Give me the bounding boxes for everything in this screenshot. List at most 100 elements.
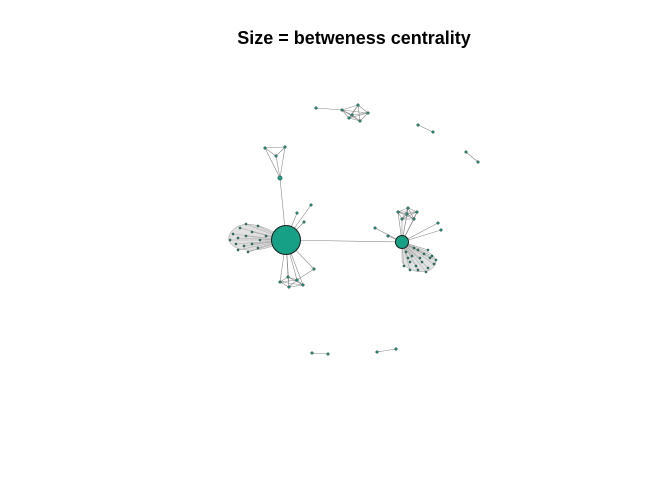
graph-node — [244, 234, 248, 238]
graph-node — [366, 111, 370, 115]
edge — [264, 146, 286, 149]
edge — [417, 124, 434, 133]
graph-node — [412, 246, 416, 250]
graph-node — [439, 228, 443, 232]
graph-node — [234, 242, 238, 246]
graph-node — [264, 234, 268, 238]
edge — [406, 211, 418, 215]
graph-node — [404, 250, 408, 254]
graph-node — [464, 150, 468, 154]
graph-node — [283, 145, 287, 149]
graph-node — [236, 236, 240, 240]
graph-node — [402, 264, 406, 268]
graph-node — [432, 262, 436, 266]
graph-node — [373, 226, 377, 230]
edge — [315, 107, 343, 111]
graph-node — [256, 224, 260, 228]
graph-node — [418, 256, 422, 260]
graph-node — [414, 264, 418, 268]
graph-node — [309, 203, 313, 207]
edge — [275, 155, 281, 179]
edge — [341, 109, 350, 119]
graph-node — [412, 217, 416, 221]
graph-node — [426, 266, 430, 270]
edge — [279, 281, 290, 288]
graph-node — [302, 220, 306, 224]
graph-node — [274, 154, 278, 158]
edge — [279, 281, 304, 286]
graph-node — [408, 260, 412, 264]
graph-node — [312, 267, 316, 271]
graph-node — [238, 226, 242, 230]
graph-node — [428, 256, 432, 260]
graph-node — [314, 106, 318, 110]
graph-node — [406, 206, 410, 210]
graph-node — [286, 275, 290, 279]
graph-node — [295, 211, 299, 215]
graph-node — [244, 222, 248, 226]
edge — [376, 348, 397, 353]
edge — [264, 147, 277, 157]
edge — [288, 284, 304, 288]
edge — [275, 146, 286, 157]
graph-node — [256, 246, 260, 250]
edge — [341, 104, 359, 111]
edge — [288, 279, 298, 288]
edge — [287, 276, 290, 288]
edge — [401, 207, 409, 220]
plot-title: Size = betweness centrality — [237, 28, 471, 48]
graph-node — [406, 256, 410, 260]
graph-node — [278, 280, 282, 284]
graph-node — [405, 212, 409, 216]
graph-node — [242, 244, 246, 248]
graph-node — [410, 254, 414, 258]
edge — [348, 104, 359, 119]
graph-node — [358, 119, 362, 123]
edge — [348, 112, 369, 119]
graph-node — [277, 175, 283, 181]
edge — [397, 211, 415, 220]
edge — [341, 109, 369, 114]
edge — [296, 268, 315, 281]
edge — [285, 239, 403, 243]
graph-node — [350, 113, 354, 117]
edge — [279, 276, 289, 283]
graph-node — [426, 248, 430, 252]
graph-node — [422, 252, 426, 256]
graph-node — [287, 285, 291, 289]
graph-node — [231, 232, 235, 236]
graph-node — [263, 146, 267, 150]
graph-node — [246, 250, 250, 254]
nodes-layer — [228, 103, 480, 356]
graph-node — [408, 268, 412, 272]
edge — [348, 117, 361, 122]
graph-node — [356, 103, 360, 107]
graph-node — [236, 248, 240, 252]
graph-node — [394, 347, 398, 351]
edge — [397, 207, 409, 213]
graph-node — [416, 268, 420, 272]
edge — [279, 146, 286, 179]
graph-node — [434, 258, 438, 262]
graph-node — [430, 254, 434, 258]
graph-node — [420, 260, 424, 264]
graph-node — [347, 116, 351, 120]
graph-node — [228, 238, 232, 242]
graph-node — [310, 351, 314, 355]
edge — [357, 104, 361, 122]
hub-node-small — [395, 235, 409, 249]
graph-node — [326, 352, 330, 356]
graph-node — [415, 210, 419, 214]
graph-node — [295, 278, 299, 282]
graph-node — [476, 160, 480, 164]
graph-node — [258, 238, 262, 242]
graph-node — [375, 350, 379, 354]
edge — [357, 104, 369, 114]
graph-node — [431, 130, 435, 134]
graph-node — [424, 270, 428, 274]
graph-node — [386, 234, 390, 238]
edge — [407, 207, 418, 213]
graph-node — [416, 248, 420, 252]
graph-node — [340, 108, 344, 112]
